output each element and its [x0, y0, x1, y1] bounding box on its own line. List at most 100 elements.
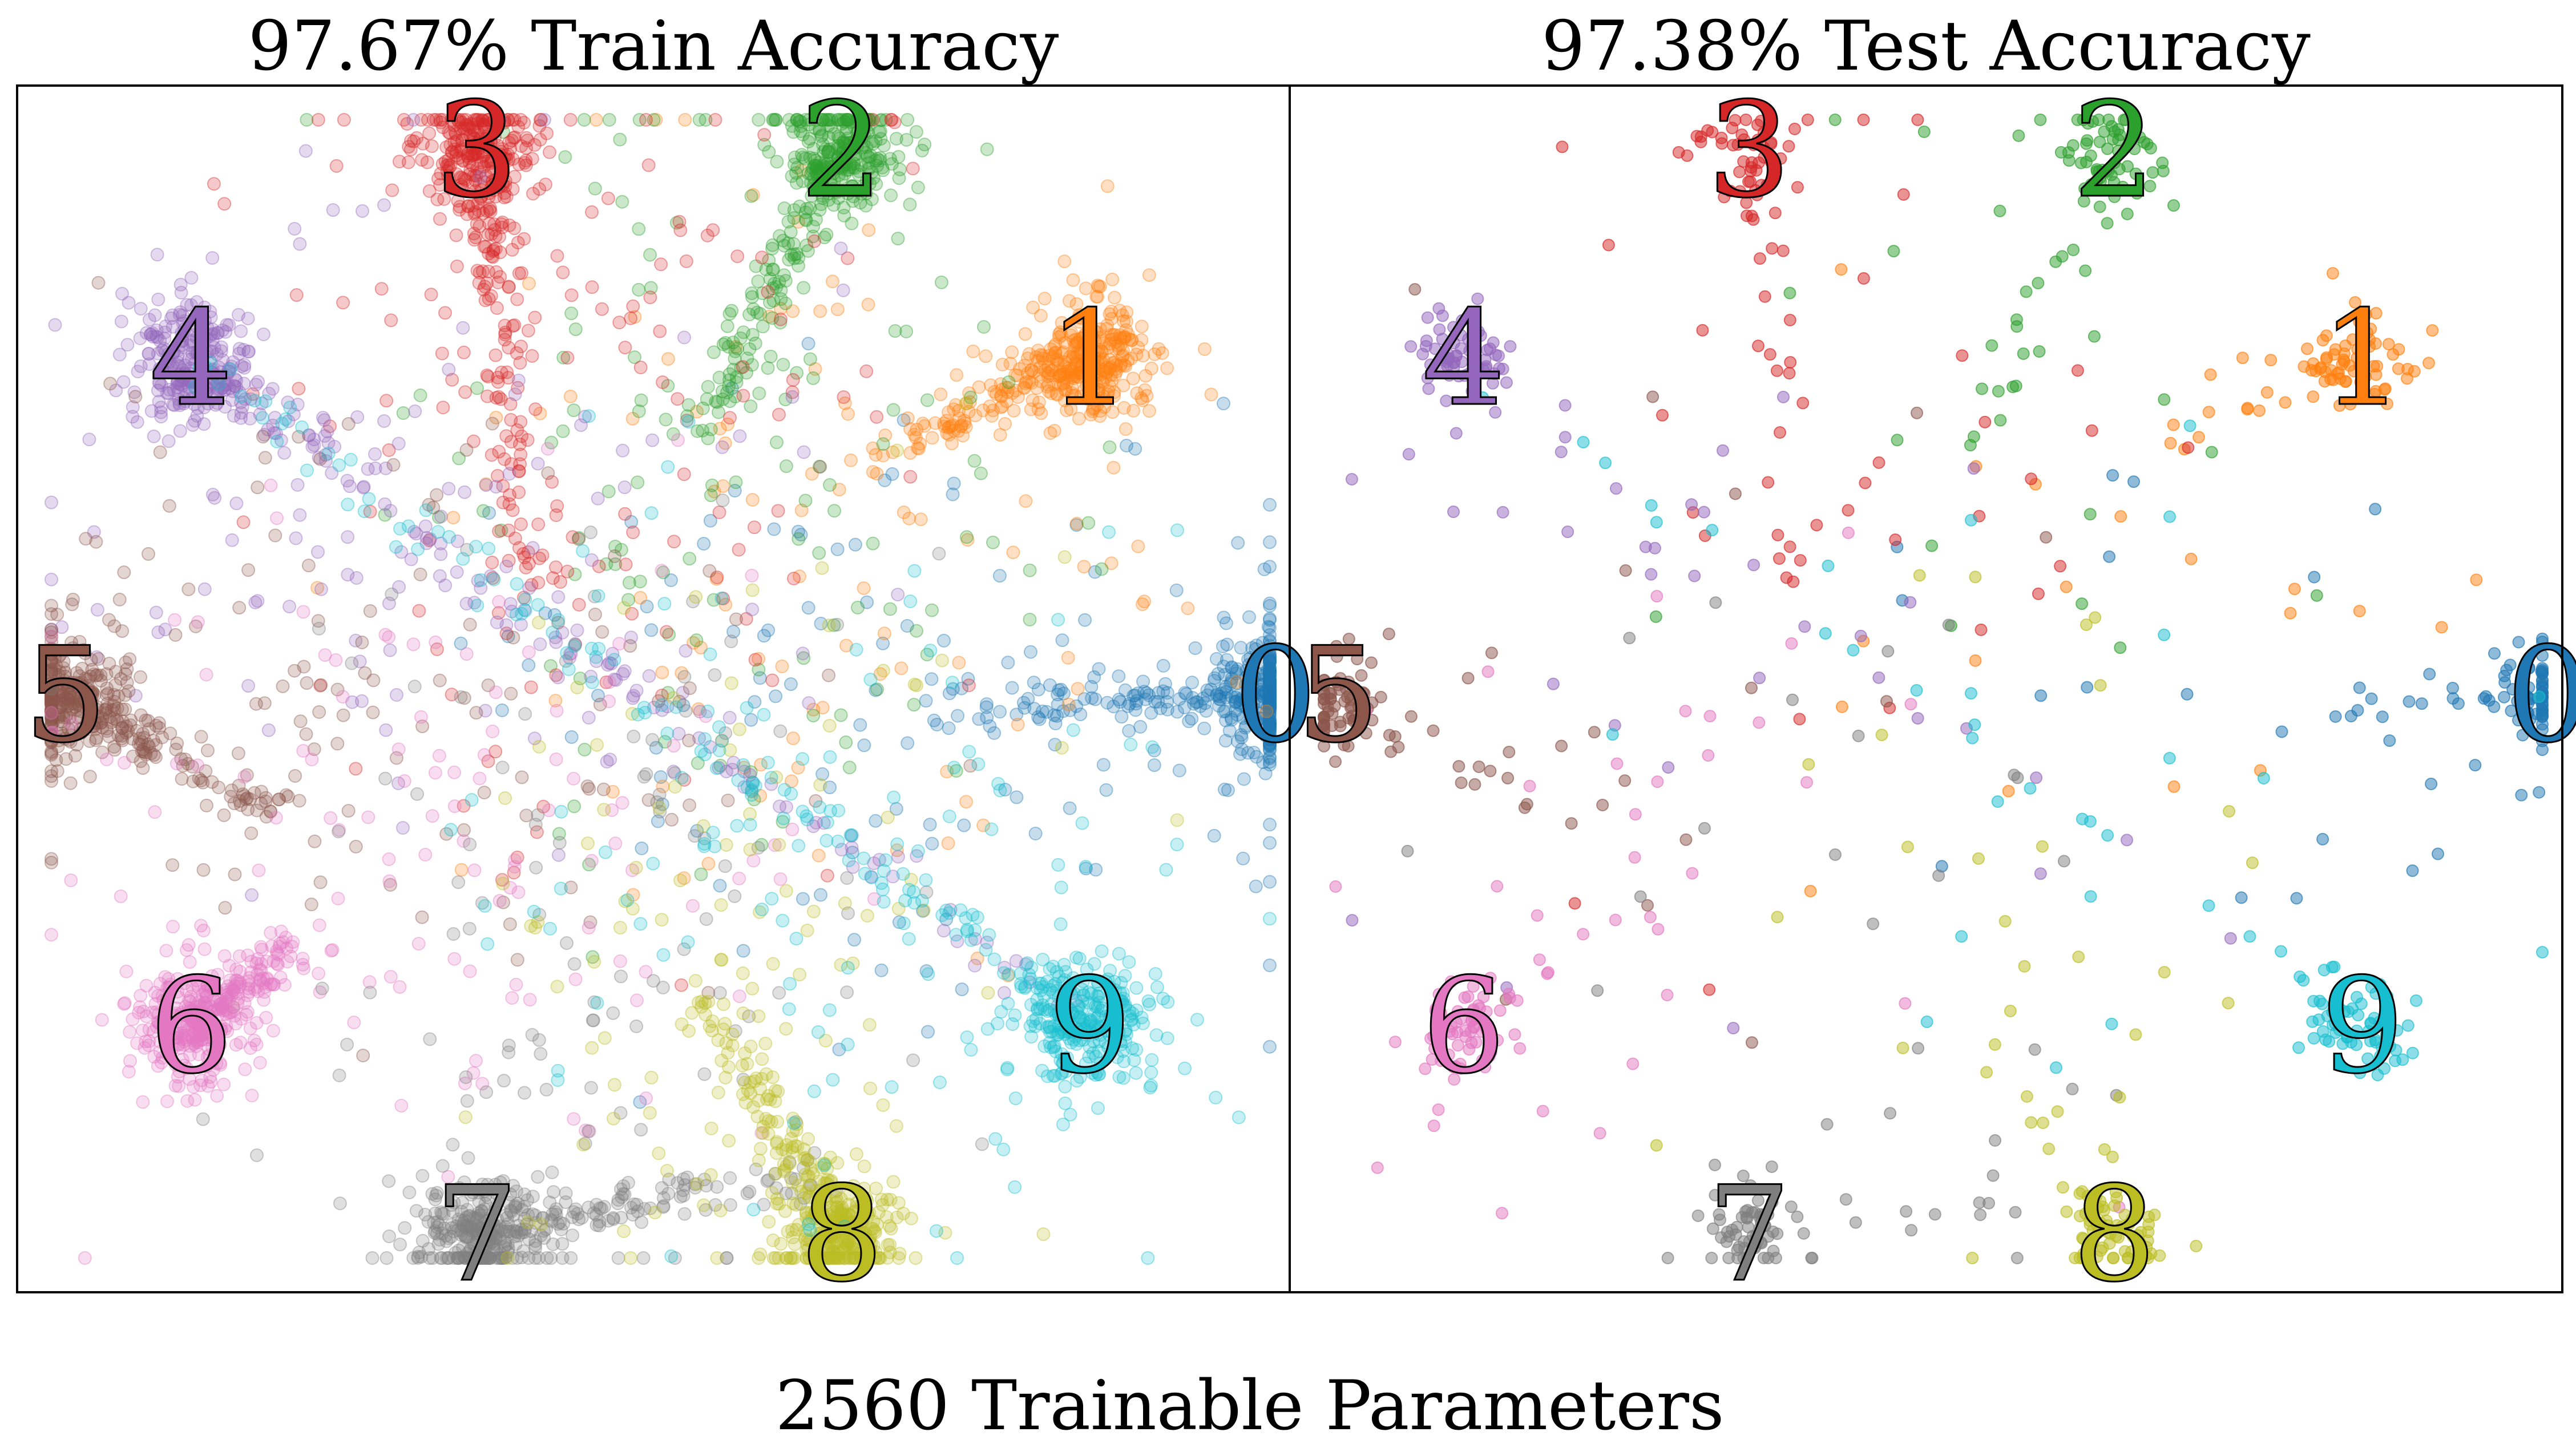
- point-class-8: [779, 1022, 793, 1036]
- point-class-8: [550, 980, 564, 994]
- point-class-5: [582, 782, 596, 796]
- point-class-4: [361, 462, 375, 476]
- point-class-5: [63, 776, 78, 790]
- point-class-4: [551, 670, 565, 685]
- point-class-4: [151, 625, 165, 640]
- point-class-8: [690, 1176, 704, 1191]
- point-class-1: [913, 436, 927, 451]
- point-class-6: [467, 863, 482, 877]
- point-class-0: [1263, 958, 1277, 972]
- point-class-7: [723, 1171, 737, 1185]
- point-class-1: [1022, 375, 1036, 389]
- point-class-0: [1262, 708, 1277, 722]
- point-class-1: [963, 395, 977, 409]
- point-class-7: [315, 981, 329, 996]
- point-class-7: [525, 1028, 539, 1042]
- point-class-0: [847, 933, 861, 947]
- point-class-9: [681, 415, 696, 429]
- point-class-0: [728, 484, 742, 498]
- point-class-3: [787, 572, 801, 585]
- point-class-7: [661, 1187, 676, 1201]
- point-class-8: [648, 1206, 662, 1220]
- point-class-2: [891, 149, 906, 164]
- point-class-6: [361, 810, 376, 824]
- point-class-6: [459, 647, 474, 661]
- point-class-6: [166, 920, 180, 934]
- point-class-8: [643, 1106, 657, 1120]
- point-class-3: [513, 355, 527, 370]
- point-class-3: [528, 402, 543, 416]
- point-class-0: [1263, 689, 1277, 703]
- point-class-5: [241, 563, 256, 577]
- point-class-5: [201, 743, 215, 758]
- point-class-0: [635, 842, 649, 855]
- point-class-9: [1008, 1180, 1022, 1194]
- point-class-3: [585, 205, 599, 219]
- point-class-5: [608, 549, 622, 563]
- point-class-0: [1112, 669, 1126, 683]
- point-class-0: [1263, 694, 1277, 709]
- point-class-9: [554, 804, 568, 819]
- point-class-0: [1229, 694, 1243, 709]
- point-class-0: [1254, 678, 1268, 692]
- point-class-2: [470, 381, 484, 395]
- point-class-6: [273, 936, 287, 951]
- point-class-1: [907, 427, 922, 442]
- point-class-6: [745, 568, 759, 583]
- point-class-0: [736, 944, 750, 958]
- point-class-6: [486, 725, 500, 738]
- point-class-5: [155, 730, 169, 745]
- point-class-0: [1217, 660, 1231, 674]
- point-class-9: [730, 819, 744, 833]
- point-class-9: [782, 1002, 796, 1016]
- point-class-1: [813, 304, 827, 318]
- point-class-0: [1237, 772, 1251, 786]
- point-class-4: [82, 432, 96, 447]
- point-class-1: [694, 641, 708, 655]
- point-class-0: [633, 1095, 647, 1109]
- point-class-5: [356, 1049, 370, 1062]
- point-class-2: [681, 398, 696, 412]
- point-class-1: [1093, 322, 1107, 336]
- point-class-0: [649, 741, 663, 755]
- point-class-2: [643, 248, 657, 262]
- point-class-9: [919, 873, 933, 887]
- point-class-0: [801, 337, 815, 351]
- point-class-9: [1066, 723, 1080, 737]
- point-class-1: [1108, 328, 1122, 342]
- point-class-1: [1034, 374, 1048, 389]
- point-class-3: [654, 257, 668, 272]
- point-class-1: [1105, 272, 1120, 286]
- point-class-0: [1233, 747, 1247, 761]
- point-class-0: [1144, 706, 1158, 720]
- point-class-0: [1263, 679, 1277, 693]
- point-class-2: [797, 281, 811, 295]
- point-class-5: [117, 565, 131, 580]
- point-class-0: [1255, 695, 1269, 709]
- point-class-1: [811, 848, 826, 863]
- point-class-6: [432, 749, 446, 763]
- point-class-0: [1263, 678, 1277, 692]
- point-class-0: [1263, 732, 1277, 746]
- point-class-2: [911, 180, 925, 195]
- point-class-2: [903, 197, 917, 212]
- point-class-8: [793, 968, 807, 982]
- point-class-2: [787, 251, 801, 265]
- point-class-0: [1263, 685, 1277, 699]
- point-class-8: [758, 1037, 773, 1050]
- point-class-0: [1247, 746, 1261, 760]
- point-class-4: [149, 605, 163, 620]
- point-class-2: [934, 275, 948, 289]
- point-class-0: [538, 606, 552, 620]
- point-class-8: [1055, 741, 1069, 755]
- point-class-0: [1177, 701, 1192, 714]
- point-class-0: [1040, 705, 1054, 719]
- point-class-2: [776, 358, 790, 372]
- point-class-2: [876, 437, 890, 451]
- point-class-9: [259, 394, 273, 409]
- point-class-0: [1263, 633, 1277, 648]
- point-class-5: [596, 782, 611, 796]
- point-class-0: [1010, 790, 1024, 804]
- point-class-0: [1258, 685, 1272, 699]
